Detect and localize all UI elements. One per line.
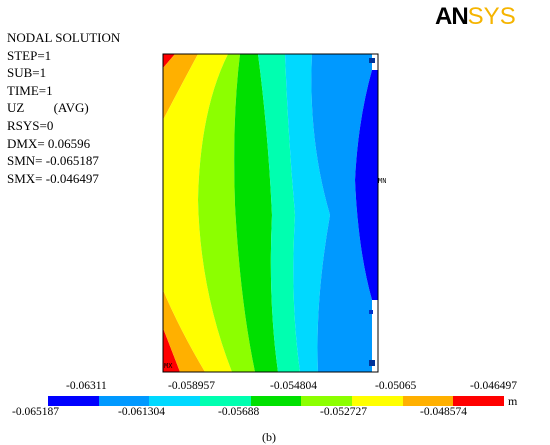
legend-bottom-label: -0.065187	[12, 406, 59, 418]
legend-unit: m	[508, 394, 518, 408]
info-smx: SMX= -0.046497	[7, 170, 99, 186]
info-rsys: RSYS=0	[7, 117, 54, 133]
legend-top-label: -0.058957	[168, 380, 215, 392]
legend-color-segment	[200, 396, 251, 406]
info-time: TIME=1	[7, 82, 53, 98]
legend-top-label: -0.06311	[66, 380, 107, 392]
band-blue	[355, 70, 378, 300]
info-uz: UZ (AVG)	[7, 100, 89, 116]
ansys-logo: ANSYS	[435, 3, 516, 31]
mx-marker-label: MX	[164, 363, 173, 371]
legend-bottom-label: -0.052727	[320, 406, 367, 418]
info-dmx: DMX= 0.06596	[7, 135, 91, 151]
info-smn: SMN= -0.065187	[7, 153, 99, 169]
corner-marker-br	[369, 360, 375, 366]
legend-color-segment	[149, 396, 201, 406]
logo-sys-text: SYS	[467, 3, 516, 30]
legend-color-segment	[352, 396, 403, 406]
legend-color-segment	[98, 396, 150, 406]
contour-bands	[163, 54, 378, 372]
band-green	[234, 54, 278, 372]
corner-marker-tr	[369, 58, 375, 63]
legend-color-segment	[48, 396, 99, 406]
edge-marker-r	[369, 310, 373, 314]
legend-top-label: -0.054804	[270, 380, 317, 392]
legend-color-segment	[250, 396, 302, 406]
legend-color-segment	[453, 396, 505, 406]
band-red	[163, 54, 180, 372]
figure-caption: (b)	[262, 430, 276, 444]
solution-info-panel: NODAL SOLUTION STEP=1 SUB=1 TIME=1 UZ (A…	[7, 29, 120, 187]
legend-top-label: -0.046497	[470, 380, 517, 392]
band-orange	[163, 54, 205, 372]
mn-marker-label: MN	[378, 178, 386, 186]
corner-markers	[369, 58, 375, 366]
legend-bottom-label: -0.048574	[420, 406, 467, 418]
info-step: STEP=1	[7, 47, 52, 63]
legend-top-label: -0.05065	[375, 380, 417, 392]
band-teal-green	[258, 54, 300, 372]
logo-an-text: AN	[435, 3, 469, 30]
band-light-green	[198, 54, 255, 372]
info-sub: SUB=1	[7, 65, 47, 81]
legend-bottom-label: -0.061304	[118, 406, 165, 418]
band-light-blue	[311, 54, 372, 372]
legend-color-segment	[301, 396, 353, 406]
legend-bottom-label: -0.05688	[218, 406, 260, 418]
plate-outline	[162, 53, 379, 373]
info-title: NODAL SOLUTION	[7, 30, 121, 45]
band-cyan	[285, 54, 330, 372]
legend-color-segment	[402, 396, 454, 406]
color-legend-bar	[48, 396, 505, 406]
band-yellow	[163, 54, 232, 372]
